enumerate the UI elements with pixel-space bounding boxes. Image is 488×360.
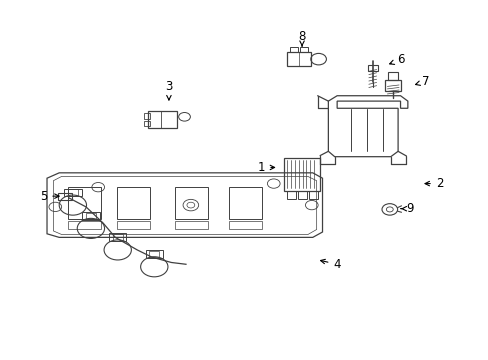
Bar: [308, 191, 317, 199]
Bar: [117, 187, 150, 219]
Text: 7: 7: [415, 75, 429, 88]
Bar: [385, 80, 400, 91]
Text: 3: 3: [165, 80, 172, 100]
Bar: [290, 47, 298, 52]
Bar: [68, 189, 78, 196]
Bar: [367, 65, 377, 71]
Bar: [117, 221, 150, 229]
Bar: [109, 233, 126, 241]
Bar: [175, 187, 208, 219]
Bar: [144, 121, 150, 126]
Bar: [298, 191, 306, 199]
Bar: [287, 191, 296, 199]
Bar: [113, 234, 122, 240]
Text: 9: 9: [400, 202, 413, 215]
Bar: [387, 72, 397, 80]
Text: 8: 8: [298, 30, 305, 46]
Bar: [58, 193, 72, 201]
Bar: [68, 221, 101, 229]
Bar: [64, 189, 81, 197]
Bar: [287, 52, 310, 66]
Bar: [284, 158, 319, 191]
Text: 2: 2: [424, 177, 443, 190]
Bar: [149, 251, 159, 257]
Bar: [144, 113, 150, 118]
Text: 6: 6: [389, 53, 404, 66]
Text: 4: 4: [320, 258, 340, 271]
Bar: [148, 111, 177, 128]
Bar: [68, 187, 101, 219]
Bar: [86, 213, 96, 219]
Bar: [175, 221, 208, 229]
Bar: [300, 47, 307, 52]
Bar: [82, 212, 100, 220]
Bar: [145, 250, 163, 258]
Bar: [228, 221, 262, 229]
Text: 1: 1: [257, 161, 274, 174]
Text: 5: 5: [40, 190, 59, 203]
Bar: [228, 187, 262, 219]
